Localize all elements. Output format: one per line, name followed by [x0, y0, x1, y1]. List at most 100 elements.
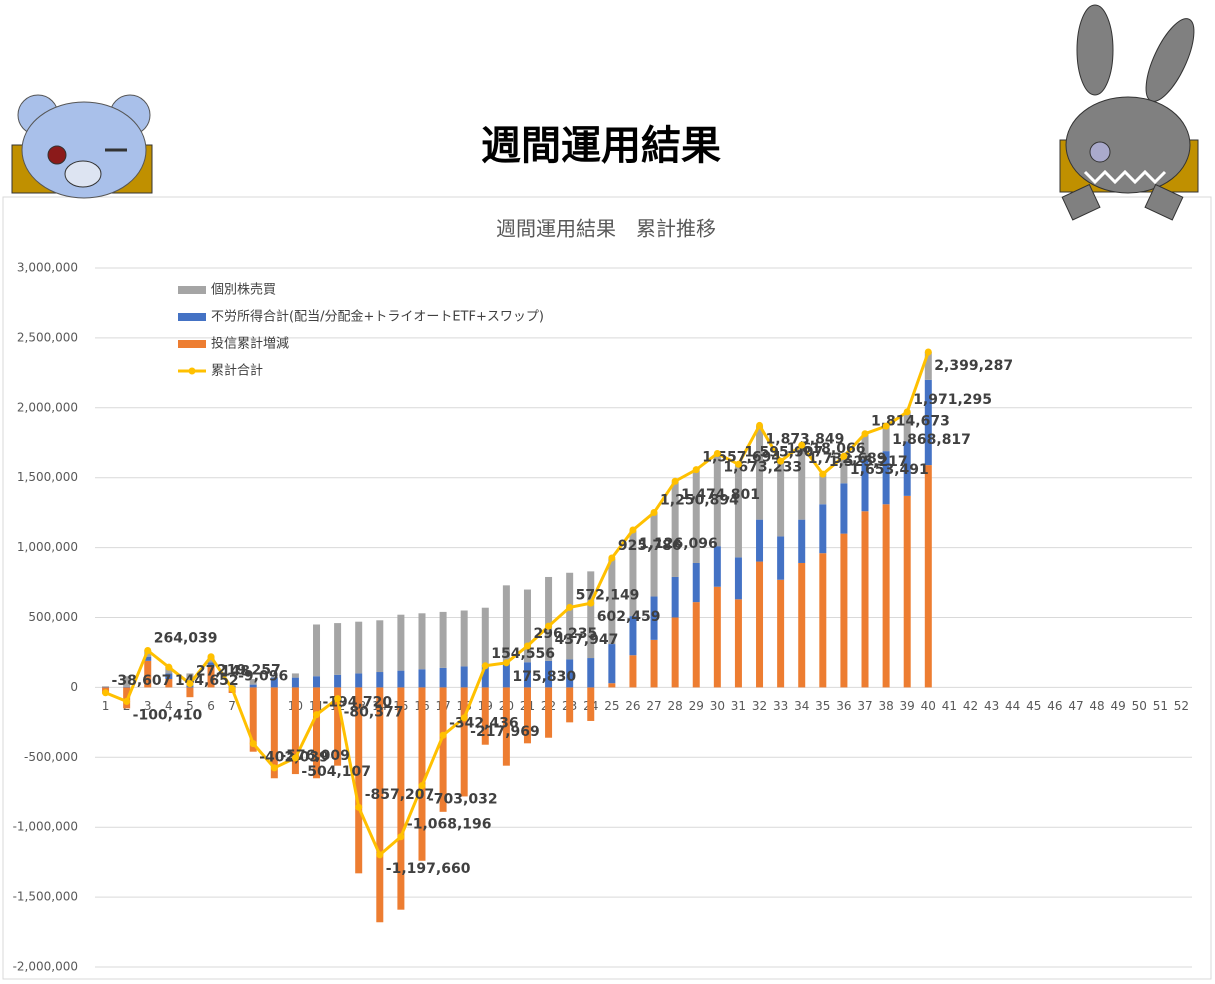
data-label: -576,009	[280, 748, 350, 764]
bar	[672, 618, 679, 688]
line-point	[144, 647, 151, 654]
bar	[693, 602, 700, 687]
line-point	[271, 764, 278, 771]
legend-label: 不労所得合計(配当/分配金+トライオートETF+スワップ)	[211, 309, 544, 325]
bar	[418, 669, 425, 687]
line-point	[840, 453, 847, 460]
data-label: 602,459	[597, 609, 661, 625]
x-tick-label: 7	[228, 699, 236, 713]
data-label: -703,032	[428, 792, 498, 808]
bar	[566, 687, 573, 722]
bar	[313, 676, 320, 687]
legend-swatch	[178, 313, 206, 321]
bar	[629, 655, 636, 687]
bar	[503, 664, 510, 688]
x-tick-label: 6	[207, 699, 215, 713]
bar	[840, 534, 847, 688]
line-point	[883, 423, 890, 430]
x-tick-label: 33	[773, 699, 788, 713]
bar	[735, 465, 742, 557]
line-point	[735, 461, 742, 468]
bar	[376, 687, 383, 922]
line-point	[714, 450, 721, 457]
y-tick-label: 3,000,000	[17, 261, 78, 275]
line-point	[587, 600, 594, 607]
bar	[798, 563, 805, 687]
data-label: -217,969	[470, 724, 540, 740]
line-point	[123, 698, 130, 705]
bar	[292, 673, 299, 677]
y-tick-label: 1,500,000	[17, 470, 78, 484]
line-point	[545, 623, 552, 630]
data-label: 175,830	[512, 669, 576, 685]
bar	[397, 671, 404, 688]
line-point	[862, 430, 869, 437]
data-label: 437,947	[555, 632, 619, 648]
bar	[440, 612, 447, 668]
page-title: 週間運用結果	[481, 123, 721, 169]
line-point	[102, 689, 109, 696]
x-tick-label: 38	[878, 699, 893, 713]
bar	[714, 587, 721, 688]
data-label: 1,971,295	[913, 392, 992, 408]
x-tick-label: 26	[625, 699, 640, 713]
x-tick-label: 27	[646, 699, 661, 713]
x-tick-label: 29	[689, 699, 704, 713]
data-label: -9,096	[238, 669, 288, 685]
bar	[756, 520, 763, 562]
data-label: 264,039	[154, 630, 218, 646]
line-point	[672, 478, 679, 485]
line-point	[566, 604, 573, 611]
line-point	[925, 348, 932, 355]
x-tick-label: 31	[731, 699, 746, 713]
bar	[102, 686, 109, 687]
x-tick-label: 28	[668, 699, 683, 713]
bar	[418, 613, 425, 669]
line-point	[503, 659, 510, 666]
bar	[397, 615, 404, 671]
x-tick-label: 40	[921, 699, 936, 713]
line-point	[229, 685, 236, 692]
data-label: 2,399,287	[934, 358, 1013, 374]
line-point	[355, 804, 362, 811]
line-point	[186, 680, 193, 687]
line-point	[904, 408, 911, 415]
x-tick-label: 37	[857, 699, 872, 713]
legend-label: 累計合計	[211, 363, 263, 379]
bar	[862, 511, 869, 687]
legend-label: 投信累計増減	[211, 336, 289, 352]
x-tick-label: 50	[1132, 699, 1147, 713]
data-label: -504,107	[301, 764, 371, 780]
line-point	[376, 851, 383, 858]
bar	[735, 557, 742, 599]
line-point	[208, 653, 215, 660]
x-tick-label: 48	[1089, 699, 1104, 713]
bar	[714, 546, 721, 587]
line-point	[693, 466, 700, 473]
bar	[883, 504, 890, 687]
bar	[777, 580, 784, 688]
y-tick-label: 500,000	[28, 610, 78, 624]
line-point	[524, 642, 531, 649]
bar	[904, 496, 911, 688]
chart-title: 週間運用結果 累計推移	[496, 217, 716, 241]
data-label: -1,197,660	[386, 861, 471, 877]
data-label: 1,868,817	[892, 432, 971, 448]
data-label: -38,607	[112, 673, 172, 689]
data-label: 1,653,491	[850, 462, 929, 478]
line-point	[798, 442, 805, 449]
y-tick-label: -2,000,000	[13, 960, 78, 974]
line-point	[461, 714, 468, 721]
line-point	[629, 526, 636, 533]
x-tick-label: 44	[1005, 699, 1020, 713]
bar	[756, 562, 763, 688]
line-point	[334, 695, 341, 702]
data-label: -100,410	[133, 707, 203, 723]
x-tick-label: 35	[815, 699, 830, 713]
data-label: 572,149	[576, 587, 640, 603]
legend-swatch	[178, 286, 206, 294]
x-tick-label: 39	[900, 699, 915, 713]
bar	[292, 678, 299, 688]
bar	[672, 577, 679, 618]
